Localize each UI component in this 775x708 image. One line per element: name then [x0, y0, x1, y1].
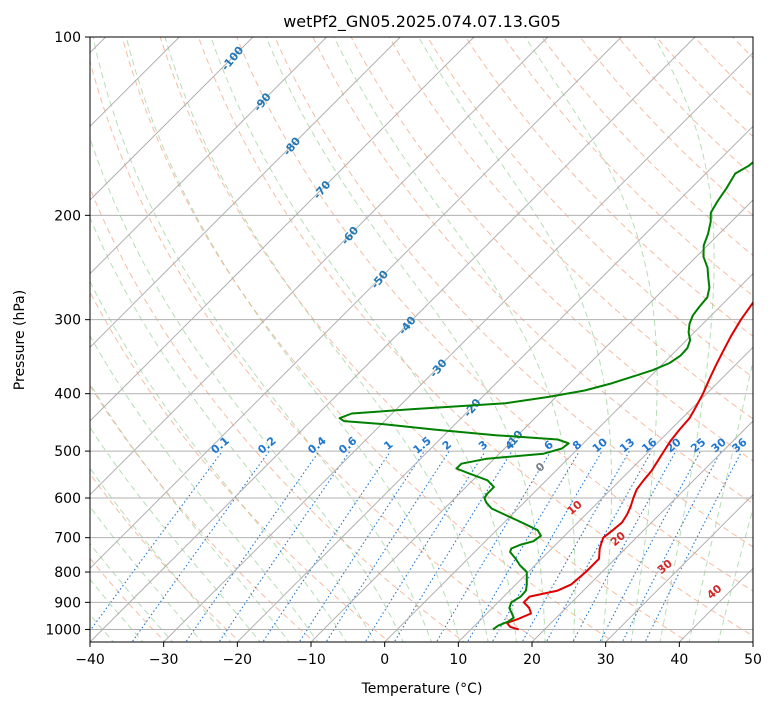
isotherm-line [90, 37, 549, 496]
isotherm-line [236, 125, 753, 642]
mixing-ratio-line [393, 450, 513, 642]
isotherm-line [531, 420, 753, 642]
isotherm-line [457, 346, 753, 642]
y-axis-label: Pressure (hPa) [12, 290, 28, 390]
dry-adiabat-line [159, 37, 690, 642]
isotherm-line [90, 37, 696, 642]
isotherms [90, 37, 753, 642]
x-axis-label: Temperature (°C) [361, 681, 483, 697]
moist-adiabat-line [90, 216, 376, 642]
isotherm-line [90, 37, 475, 422]
y-axis: 100 200 300 400 500 600 700 800 900 1000 [45, 30, 90, 638]
dry-adiabat-line [426, 37, 753, 379]
x-tick-label: −20 [223, 652, 253, 668]
isotherm-line [90, 37, 401, 349]
y-tick-label: 1000 [45, 622, 81, 638]
mixing-ratio-line [325, 450, 450, 642]
dry-adiabat-line [197, 37, 753, 637]
y-tick-label: 900 [54, 595, 81, 611]
y-tick-label: 400 [54, 387, 81, 403]
dry-adiabat-line [312, 37, 753, 505]
isotherm-line [310, 199, 753, 642]
x-tick-label: 0 [380, 652, 389, 668]
x-tick-label: 50 [744, 652, 762, 668]
x-tick-label: −10 [296, 652, 326, 668]
mixing-ratio-line [572, 450, 677, 642]
x-tick-label: −30 [149, 652, 179, 668]
dry-adiabat-line [503, 37, 753, 297]
x-tick-label: 30 [597, 652, 615, 668]
mixing-ratio-line [218, 450, 351, 642]
isotherm-line [163, 51, 753, 642]
mixing-ratio-line [262, 450, 392, 642]
mixing-ratio-line [131, 450, 270, 642]
mixing-ratio-line [599, 450, 701, 642]
mixing-ratio-line [298, 450, 425, 642]
y-tick-label: 100 [54, 30, 81, 46]
mixing-ratio-line [185, 450, 320, 642]
pressure-gridlines [90, 37, 753, 630]
y-tick-label: 300 [54, 313, 81, 329]
y-tick-label: 800 [54, 565, 81, 581]
y-tick-label: 500 [54, 444, 81, 460]
temperature-profile [505, 300, 753, 631]
isotherm-line [90, 37, 328, 275]
isotherm-line [605, 493, 753, 642]
dry-adiabat-line [350, 37, 753, 462]
mixing-ratio-line [621, 450, 722, 642]
dewpoint-profile [338, 160, 753, 631]
dry-adiabat-line [465, 37, 753, 338]
isotherm-line [384, 272, 753, 642]
mixing-ratio-line [90, 450, 223, 632]
profiles [338, 160, 753, 631]
isotherm-line [90, 37, 622, 570]
x-tick-label: 40 [670, 652, 688, 668]
mixing-ratio-line [466, 450, 580, 642]
plot-frame [89, 36, 754, 643]
isotherm-line [90, 37, 254, 201]
chart-title: wetPf2_GN05.2025.074.07.13.G05 [283, 12, 561, 32]
dry-adiabat-line [274, 37, 753, 548]
x-tick-label: 10 [449, 652, 467, 668]
y-tick-label: 700 [54, 531, 81, 547]
dry-adiabat-line [236, 37, 753, 592]
y-tick-label: 200 [54, 208, 81, 224]
x-tick-label: −40 [75, 652, 105, 668]
y-tick-label: 600 [54, 491, 81, 507]
x-tick-label: 20 [523, 652, 541, 668]
dry-adiabat-line [388, 37, 753, 420]
x-axis: −40 −30 −20 −10 0 10 20 30 40 50 [75, 642, 762, 668]
